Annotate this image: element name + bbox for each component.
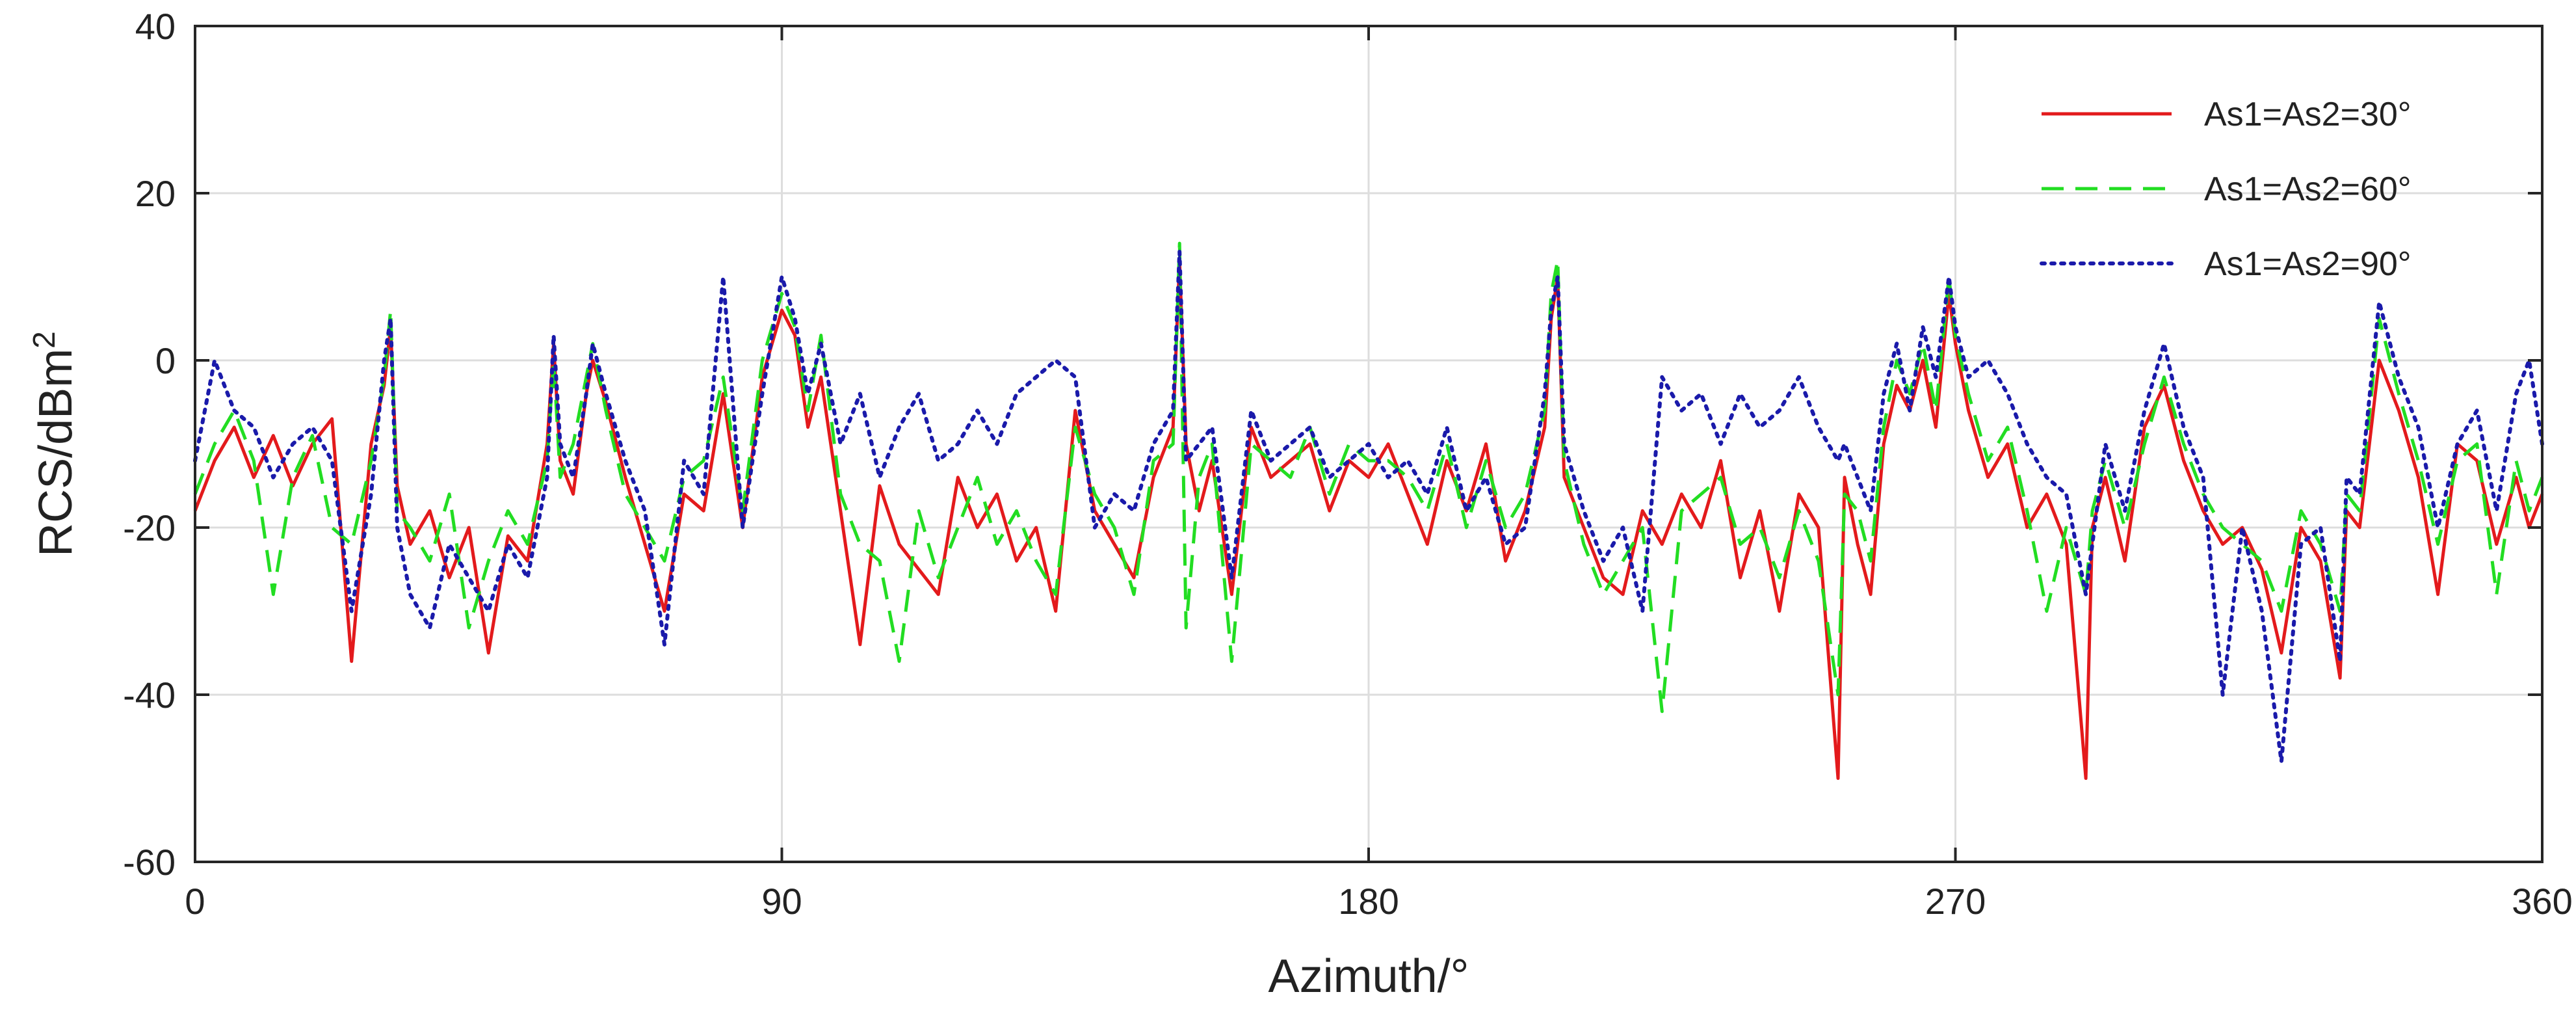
- legend: As1=As2=30° As1=As2=60° As1=As2=90°: [2040, 96, 2412, 283]
- y-tick-label: -40: [123, 675, 176, 716]
- x-tick-labels: 0 90 180 270 360: [185, 881, 2572, 922]
- series-line-3: [193, 250, 2544, 764]
- series-line-2: [193, 241, 2544, 714]
- y-axis-title: RCS/dBm2: [27, 331, 83, 557]
- legend-label-1: As1=As2=30°: [2204, 96, 2412, 133]
- legend-label-2: As1=As2=60°: [2204, 170, 2412, 208]
- y-tick-label: -20: [123, 507, 176, 548]
- x-tick-label: 0: [185, 881, 205, 922]
- x-axis-title: Azimuth/°: [1268, 950, 1469, 1002]
- y-tick-label: 0: [155, 340, 176, 381]
- series-lines: [193, 241, 2544, 780]
- y-axis-title-superscript: 2: [27, 331, 62, 349]
- y-axis-title-base: RCS/dBm: [30, 349, 82, 557]
- tick-marks: [194, 25, 2543, 863]
- x-tick-label: 360: [2512, 881, 2572, 922]
- x-tick-label: 180: [1338, 881, 1399, 922]
- y-tick-label: -60: [123, 842, 176, 883]
- x-tick-label: 270: [1925, 881, 1986, 922]
- legend-label-3: As1=As2=90°: [2204, 245, 2412, 283]
- y-tick-label: 20: [135, 173, 176, 214]
- y-tick-label: 40: [135, 6, 176, 47]
- grid-lines: [195, 26, 2542, 862]
- y-tick-labels: 40 20 0 -20 -40 -60: [123, 6, 176, 883]
- x-tick-label: 90: [761, 881, 802, 922]
